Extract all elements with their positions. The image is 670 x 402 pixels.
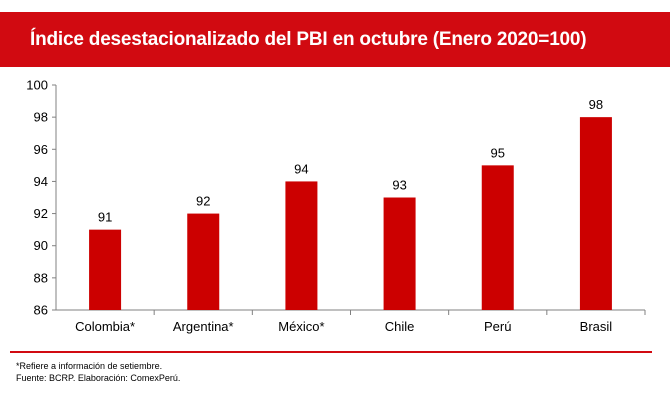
y-tick-label: 98 [34,110,48,125]
y-tick-label: 92 [34,206,48,221]
footnote: *Refiere a información de setiembre. [16,361,163,371]
y-tick-label: 100 [26,78,48,93]
source-note: Fuente: BCRP. Elaboración: ComexPerú. [16,373,181,383]
bar [579,117,612,310]
data-label: 91 [98,210,112,225]
x-tick-label: Brasil [580,319,613,334]
data-label: 92 [196,194,210,209]
bar [383,197,416,310]
x-tick-label: Argentina* [173,319,234,334]
chart-title: Índice desestacionalizado del PBI en oct… [30,28,587,50]
chart-header: Índice desestacionalizado del PBI en oct… [0,12,670,67]
bar [187,213,220,310]
data-label: 95 [491,145,505,160]
footer-divider [10,351,652,353]
bar-chart-svg: 86 88 90 92 94 96 98 100 91 Colombia* 92 Argentina*… [26,78,646,334]
y-tick-label: 88 [34,270,48,285]
bar [481,165,514,310]
bar [89,229,122,310]
y-tick-label: 86 [34,303,48,318]
x-tick-label: Perú [484,319,511,334]
data-label: 98 [589,97,603,112]
y-tick-label: 94 [34,174,48,189]
data-label: 93 [392,178,406,193]
y-tick-label: 96 [34,142,48,157]
x-tick-label: México* [278,319,324,334]
bar-chart: 86 88 90 92 94 96 98 100 91 Colombia* 92 Argentina*… [0,70,670,350]
x-tick-label: Chile [385,319,415,334]
x-tick-label: Colombia* [75,319,135,334]
data-label: 94 [294,161,308,176]
y-tick-label: 90 [34,238,48,253]
bar [285,181,318,310]
